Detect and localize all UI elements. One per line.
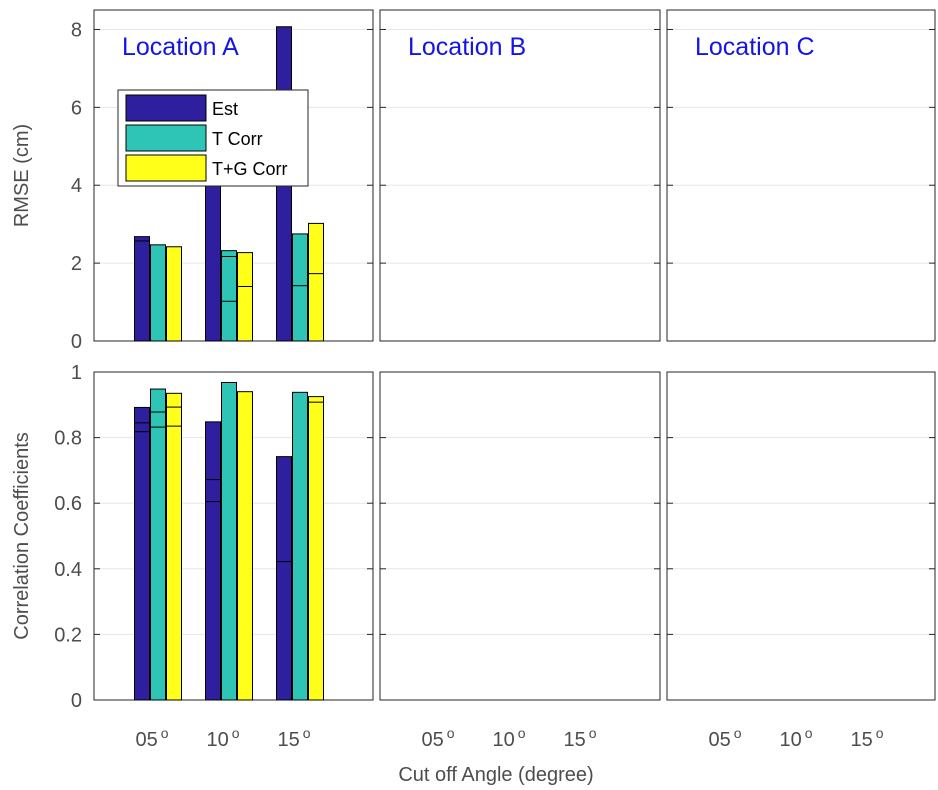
- bar-t-corr-15: [293, 392, 308, 700]
- legend-label: T Corr: [212, 129, 263, 149]
- bar-t-g-corr-05: [167, 426, 182, 700]
- y-axis-label: Correlation Coefficients: [11, 432, 33, 640]
- y-tick-label: 4: [71, 175, 82, 197]
- bar-t-g-corr-15: [309, 402, 324, 700]
- bar-t-corr-10: [222, 301, 237, 341]
- bar-est-05: [135, 432, 150, 700]
- x-tick-label: 05 o: [421, 725, 454, 751]
- bar-t-g-corr-05: [167, 247, 182, 341]
- bar-est-10: [206, 502, 221, 700]
- panel-r1-c2: [135, 372, 936, 700]
- x-tick-label: 15 o: [563, 725, 596, 751]
- bar-t-corr-05: [151, 427, 166, 700]
- x-tick-label: 15 o: [277, 725, 310, 751]
- y-tick-label: 0: [71, 331, 82, 353]
- bar-t-g-corr-15: [309, 274, 324, 341]
- x-tick-label: 05 o: [708, 725, 741, 751]
- bar-t-g-corr-10: [238, 392, 253, 700]
- y-tick-label: 0.6: [54, 493, 82, 515]
- y-tick-label: 6: [71, 97, 82, 119]
- legend-swatch: [126, 95, 206, 121]
- legend-label: Est: [212, 99, 238, 119]
- x-tick-label: 05 o: [135, 725, 168, 751]
- y-tick-label: 1: [71, 362, 82, 384]
- y-tick-label: 0: [71, 690, 82, 712]
- y-tick-label: 0.4: [54, 559, 82, 581]
- panel-title: Location C: [695, 33, 815, 61]
- bar-est-05: [135, 241, 150, 341]
- x-axis-label: Cut off Angle (degree): [398, 764, 593, 786]
- axes-frame: [667, 372, 935, 700]
- y-tick-label: 8: [71, 19, 82, 41]
- panel-title: Location B: [408, 33, 526, 61]
- bar-est-10: [206, 172, 221, 341]
- legend-label: T+G Corr: [212, 159, 288, 179]
- bar-est-15: [277, 562, 292, 700]
- legend-swatch: [126, 125, 206, 151]
- x-tick-label: 10 o: [779, 725, 812, 751]
- x-tick-label: 15 o: [850, 725, 883, 751]
- bar-t-corr-05: [151, 245, 166, 341]
- y-tick-label: 2: [71, 253, 82, 275]
- x-tick-label: 10 o: [492, 725, 525, 751]
- y-tick-label: 0.2: [54, 624, 82, 646]
- axes-frame: [380, 372, 660, 700]
- bar-t-corr-10: [222, 382, 237, 700]
- y-axis-label: RMSE (cm): [11, 124, 33, 227]
- panel-title: Location A: [122, 33, 239, 61]
- bar-t-g-corr-10: [238, 286, 253, 341]
- legend-swatch: [126, 155, 206, 181]
- x-tick-label: 10 o: [206, 725, 239, 751]
- y-tick-label: 0.8: [54, 428, 82, 450]
- bar-t-corr-15: [293, 286, 308, 341]
